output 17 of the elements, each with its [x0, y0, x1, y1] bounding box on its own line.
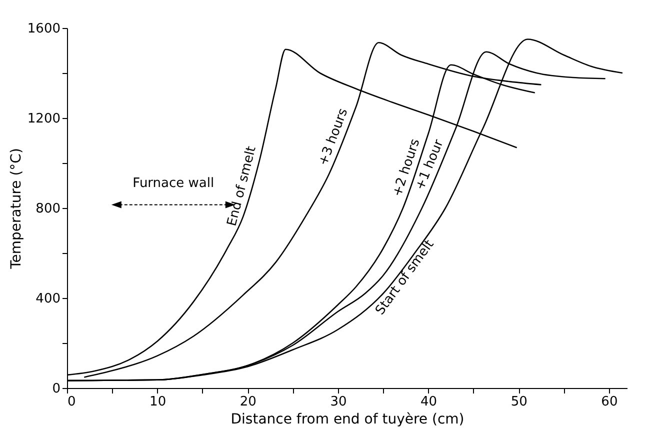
x-tick-label: 50 [510, 394, 528, 410]
x-tick-label: 10 [150, 394, 166, 410]
y-tick-label: 1200 [27, 112, 60, 126]
x-tick-label: 20 [240, 394, 256, 410]
annotation: Furnace wall [132, 176, 214, 191]
y-tick-label: 800 [36, 202, 60, 216]
x-tick-label: 60 [601, 394, 618, 410]
x-tick-label: 0 [68, 394, 76, 410]
text: +3 hours [316, 106, 352, 168]
x-axis-title: Distance from end of tuyère (cm) [230, 412, 464, 428]
y-tick-label: 400 [36, 292, 60, 306]
x-tick-label: 30 [330, 394, 347, 410]
y-axis-title: Temperature (°C) [8, 148, 24, 270]
y-tick-label: 1600 [27, 22, 60, 36]
text: End of smelt [224, 144, 260, 228]
x-tick-label: 40 [420, 394, 438, 410]
y-tick-label: 0 [52, 382, 60, 396]
